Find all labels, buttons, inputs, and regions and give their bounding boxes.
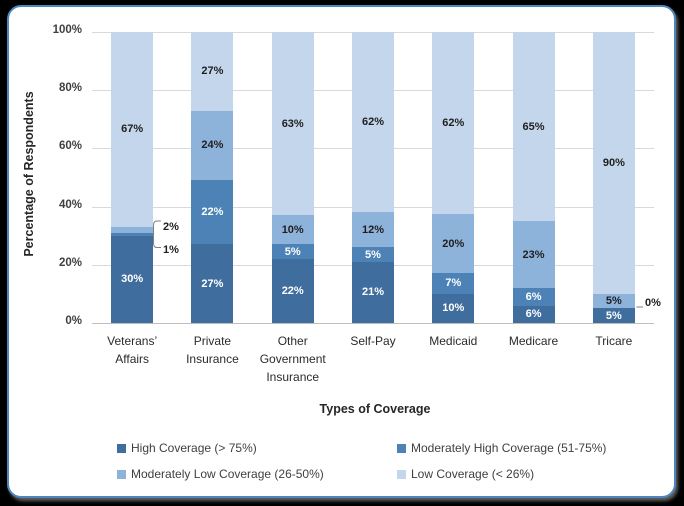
- data-label: 62%: [442, 117, 465, 130]
- data-label: 5%: [284, 245, 301, 258]
- x-axis-title: Types of Coverage: [319, 402, 431, 416]
- data-label: 30%: [121, 273, 144, 286]
- x-axis-category-label: Self-Pay: [350, 334, 396, 348]
- data-label: 6%: [525, 290, 542, 303]
- bar-segment: [111, 32, 154, 227]
- bar-segment: [352, 247, 394, 262]
- data-label: 23%: [522, 248, 545, 261]
- bar-segment: [512, 221, 555, 289]
- bar-segment: [111, 226, 154, 233]
- outside-data-label: 1%: [163, 244, 179, 256]
- y-axis-tick-label: 80%: [58, 82, 82, 95]
- bar-segment: [432, 293, 475, 323]
- data-label: 90%: [602, 156, 625, 169]
- bar-segment: [111, 235, 154, 323]
- bar-segment: [592, 308, 635, 323]
- x-axis-category-label: Tricare: [595, 334, 633, 348]
- data-label: 20%: [442, 237, 465, 250]
- data-label: 22%: [201, 206, 224, 219]
- data-label: 62%: [361, 116, 385, 129]
- bar-segment: [191, 180, 234, 245]
- bar-segment: [191, 244, 234, 323]
- x-axis-category-label: Veterans’ Affairs: [107, 334, 158, 366]
- x-axis-category-label: Private Insurance: [186, 334, 239, 366]
- y-axis-tick-label: 100%: [52, 24, 82, 36]
- data-label: 7%: [445, 277, 462, 290]
- outside-data-label: 0%: [645, 297, 661, 309]
- bar-segment: [512, 288, 555, 306]
- bar-segment: [111, 232, 154, 236]
- bar-segment: [191, 32, 234, 111]
- y-axis-tick-label: 0%: [65, 315, 82, 327]
- bar-segment: [271, 32, 314, 216]
- data-label: 27%: [201, 65, 224, 78]
- bar-segment: [592, 32, 635, 294]
- y-axis-tick-label: 40%: [58, 198, 82, 211]
- bar-segment: [592, 293, 635, 309]
- data-label: 67%: [121, 123, 144, 136]
- bar-segment: [271, 244, 314, 259]
- bar-segment: [191, 110, 234, 181]
- bar-segment: [352, 261, 394, 323]
- outside-data-label: 2%: [163, 221, 179, 233]
- x-axis-category-label: Medicaid: [429, 334, 478, 348]
- bar-segment: [271, 258, 314, 323]
- bar-segment: [512, 32, 555, 222]
- data-label: 10%: [281, 223, 304, 236]
- x-axis-line: [92, 323, 654, 324]
- data-label: 6%: [525, 308, 542, 321]
- bar-segment: [432, 214, 475, 274]
- data-label: 5%: [605, 309, 622, 322]
- y-axis-tick-label: 20%: [58, 256, 82, 269]
- data-label: 5%: [605, 295, 622, 308]
- bar-segment: [271, 215, 314, 245]
- data-label: 63%: [281, 117, 304, 130]
- y-axis-tick-label: 60%: [58, 140, 82, 153]
- data-label: 12%: [361, 223, 385, 236]
- x-axis-category-label: Other Government Insurance: [259, 334, 326, 384]
- bar-segment: [352, 212, 394, 248]
- bar-segment: [352, 32, 394, 213]
- data-label: 5%: [365, 248, 381, 261]
- data-label: 27%: [201, 277, 224, 290]
- bar-segment: [512, 305, 555, 323]
- bar-segment: [432, 32, 475, 215]
- data-label: 24%: [201, 139, 224, 152]
- bar-segment: [432, 273, 475, 294]
- data-label: 22%: [281, 284, 304, 297]
- data-label: 65%: [522, 120, 545, 133]
- data-label: 10%: [442, 302, 465, 315]
- data-label: 21%: [361, 286, 385, 299]
- x-axis-category-label: Medicare: [508, 334, 559, 348]
